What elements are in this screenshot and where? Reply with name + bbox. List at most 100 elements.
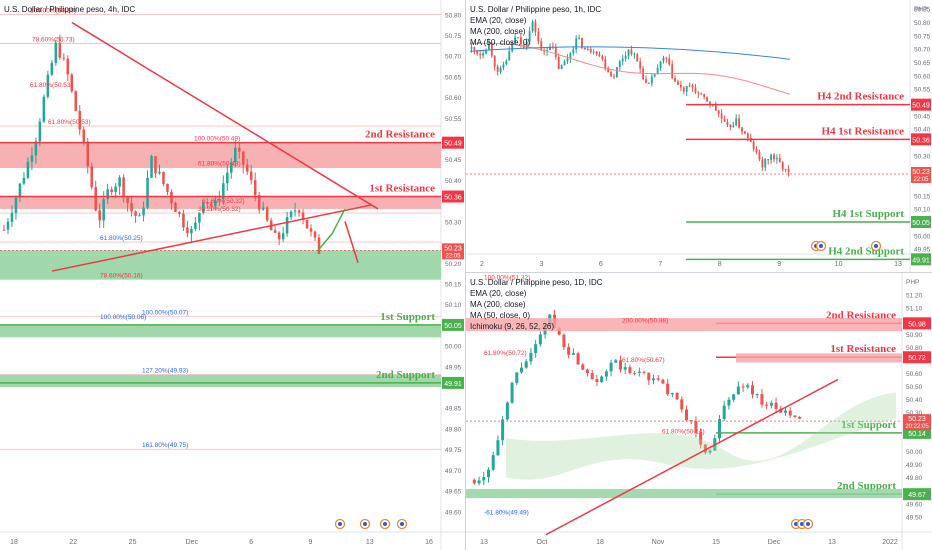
candle [138, 215, 141, 217]
resistance-label: H4 1st Resistance [822, 125, 905, 137]
candle [647, 372, 651, 381]
candle [98, 210, 101, 221]
candle [569, 53, 572, 59]
candle [578, 37, 581, 39]
candle [743, 131, 746, 134]
candle [477, 480, 481, 484]
candle [581, 37, 583, 49]
price-tag-text: 50.05 [912, 220, 930, 227]
support-label: H4 2nd Support [828, 245, 904, 257]
candle [614, 360, 618, 363]
candle [508, 51, 511, 61]
support-zone [0, 324, 441, 338]
fib-label: 100.00%(50.06) [100, 314, 146, 321]
time-tick: 9 [308, 539, 312, 546]
candle [723, 118, 726, 122]
candle [677, 81, 679, 85]
price-tick: 49.95 [445, 364, 462, 371]
candle [491, 455, 495, 470]
candle [18, 183, 22, 198]
candle [245, 164, 249, 172]
candle [741, 386, 745, 388]
price-tick: 50.80 [914, 20, 931, 27]
resistance-label: 2nd Resistance [365, 129, 435, 141]
candle [496, 440, 500, 456]
price-tick: 51.10 [906, 306, 923, 313]
candle [571, 353, 575, 355]
countdown-text: 22:05 [913, 177, 929, 183]
candle [142, 207, 145, 216]
candle [70, 74, 74, 92]
resistance-label: 1st Resistance [369, 183, 435, 195]
time-tick: Dec [768, 539, 781, 546]
candle [769, 402, 773, 406]
candle [305, 219, 309, 229]
time-tick: 16 [425, 539, 433, 546]
candle [590, 373, 594, 380]
candle [618, 61, 621, 68]
price-tick: 50.65 [445, 74, 462, 81]
candle [482, 477, 486, 481]
candle [502, 64, 505, 68]
candle [249, 171, 253, 181]
candle [761, 159, 764, 168]
countdown-text: 20:22:05 [905, 424, 929, 430]
candle [764, 159, 767, 168]
price-tick: 50.60 [906, 371, 923, 378]
chart-panel-1h[interactable]: H4 2nd Resistance 50.49 H4 1st Resistance 5… [466, 0, 932, 273]
fib-label: 161.80%(49.75) [142, 442, 188, 449]
candle [736, 386, 740, 395]
current-price-tag [911, 167, 931, 183]
candle [499, 67, 502, 72]
candle [313, 231, 317, 238]
candle [601, 56, 604, 60]
candle [42, 96, 46, 122]
chart-panel-4h[interactable]: 2nd Resistance 50.49 1st Resistance 50.36 1s… [0, 0, 466, 550]
candle [581, 364, 585, 370]
chart-canvas-1h[interactable]: H4 2nd Resistance 50.49 H4 1st Resistance 5… [466, 0, 932, 272]
candle [659, 61, 662, 68]
price-tag [442, 136, 464, 149]
candle [519, 37, 522, 45]
candle [741, 127, 743, 132]
candle [505, 402, 509, 420]
candle [694, 87, 697, 93]
candle [505, 60, 508, 65]
candle [102, 199, 105, 221]
fib-label: 61.80%(50.32) [202, 198, 245, 205]
candle [666, 383, 670, 395]
candle [472, 479, 476, 484]
candle [470, 47, 473, 49]
indicator-ichimoku: Ichimoku (9, 26, 52, 26) [470, 322, 555, 331]
candle [615, 67, 618, 78]
chart-canvas-4h[interactable]: 2nd Resistance 50.49 1st Resistance 50.36 1s… [0, 0, 465, 550]
candle [755, 394, 759, 396]
projection-arrow-up [317, 208, 346, 251]
candle [82, 129, 86, 142]
chart-panel-1d[interactable]: 2nd Resistance 50.98 1st Resistance 50.72 1s… [466, 273, 932, 550]
candle [798, 416, 802, 419]
candle [476, 50, 479, 54]
projection-arrow-down [344, 221, 359, 264]
candle [583, 48, 586, 50]
candle [637, 371, 641, 373]
candle [784, 168, 787, 170]
candle [273, 230, 277, 233]
price-tag-text: 50.14 [908, 431, 926, 438]
price-tick: 50.15 [445, 281, 462, 288]
price-tick: 49.80 [906, 475, 923, 482]
candle [6, 221, 10, 230]
candle [549, 46, 551, 51]
candle [26, 161, 30, 178]
price-tick: 49.70 [445, 468, 462, 475]
candle [517, 37, 519, 39]
fib-label: -61.80%(49.49) [484, 509, 529, 516]
candle [732, 125, 735, 128]
candle [194, 222, 197, 229]
candle [114, 186, 117, 193]
candle [670, 392, 674, 395]
candle [656, 67, 659, 75]
candle [779, 408, 783, 413]
candle [662, 57, 665, 62]
